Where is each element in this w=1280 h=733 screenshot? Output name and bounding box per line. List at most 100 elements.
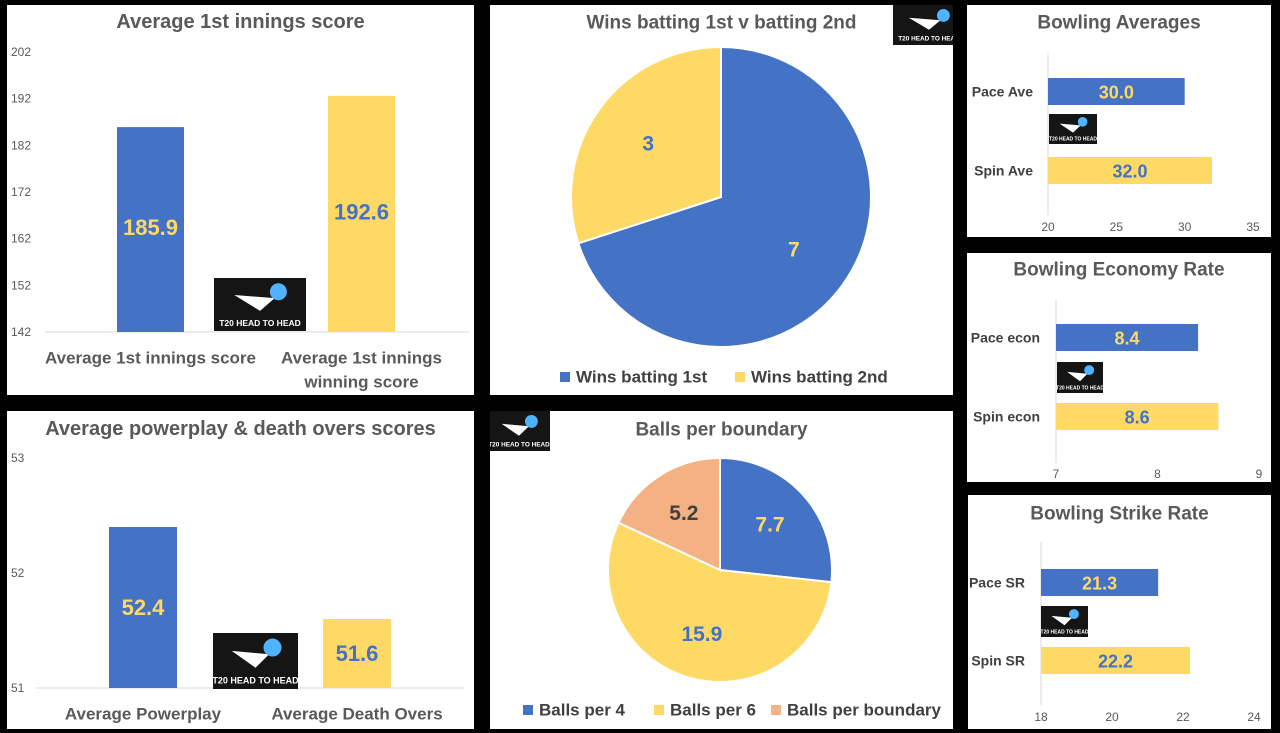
x-tick-label: 22 [1176,710,1190,724]
bar-1 [1041,569,1159,596]
chart-balls-per-boundary: Balls per boundary 7.7 15.9 5.2 Balls per 4 B… [523,420,942,720]
y-tick-label: 51 [11,681,25,695]
x-tick-label: 7 [1053,467,1060,481]
pie-value-label: 3 [642,133,654,156]
streak-shape [1051,615,1073,626]
streak-shape [1067,371,1088,382]
y-category-label: Pace Ave [972,84,1033,100]
logo-badge: T20 HEAD TO HEAD [1049,114,1097,144]
logo-badge: T20 HEAD TO HEAD [1041,606,1088,637]
y-tick-label: 192 [11,92,31,106]
legend-label: Wins batting 1st [576,368,707,387]
y-category-label: Spin Ave [974,163,1033,179]
chart-bowling-strike-rate: Bowling Strike Rate 18 20 22 24 21.3 Pace SR 22… [969,504,1261,725]
legend-swatch [523,705,533,715]
legend-label: Balls per 6 [670,701,756,720]
bar-value-label: 51.6 [336,641,379,666]
logo-badge: T20 HEAD TO HEAD [893,5,953,45]
chart-title: Bowling Averages [1037,13,1200,34]
panel-wins-batting: Wins batting 1st v batting 2nd 7 3 Wins bat… [490,5,953,395]
y-category-label: Pace SR [969,575,1025,591]
logo-badge: T20 HEAD TO HEAD [213,633,298,689]
y-tick-label: 142 [11,325,31,339]
x-category-label: Average 1st innings [281,349,442,368]
panel-bowling-strike-rate: Bowling Strike Rate 18 20 22 24 21.3 Pace SR 22… [968,495,1271,729]
bar-1 [1048,78,1185,105]
ball-shape [1068,609,1079,620]
ball-shape [936,8,950,22]
x-tick-label: 30 [1178,220,1192,234]
pie-slice-1 [577,45,872,348]
ball-shape [269,283,287,301]
x-tick-label: 35 [1246,220,1260,234]
bar-value-label: 22.2 [1098,652,1133,672]
pie-slice-2 [607,521,833,684]
y-tick-label: 162 [11,232,31,246]
legend-label: Balls per 4 [539,701,626,720]
bar-value-label: 21.3 [1082,574,1117,594]
y-tick-label: 152 [11,278,31,292]
y-tick-label: 52 [11,566,25,580]
ball-shape [263,638,282,657]
chart-avg-1st-innings: Average 1st innings score 142 152 162 172 182… [11,11,469,392]
legend-swatch [771,705,781,715]
chart-title: Balls per boundary [635,420,808,441]
bar-value-label: 32.0 [1112,162,1147,182]
bar-2 [328,95,395,332]
bar-1 [1056,324,1199,351]
x-tick-label: 20 [1041,220,1055,234]
logo-badge: T20 HEAD TO HEAD [490,411,550,451]
ball-streak-icon: T20 HEAD TO HEAD [1041,609,1088,635]
bar-value-label: 192.6 [334,199,389,224]
legend-swatch [654,705,664,715]
bar-1 [117,127,184,332]
pie-value-label: 7 [788,238,800,261]
ball-streak-icon: T20 HEAD TO HEAD [898,8,953,43]
streak-shape [1059,123,1081,133]
panel-bowling-economy: Bowling Economy Rate 7 8 9 8.4 Pace econ 8.6 Sp… [967,253,1271,482]
x-category-label: Average Powerplay [65,705,222,724]
ball-shape [524,414,538,428]
chart-powerplay-death: Average powerplay & death overs scores 51… [11,418,464,724]
ball-streak-icon: T20 HEAD TO HEAD [213,638,298,686]
streak-shape [908,17,941,30]
logo-text: T20 HEAD TO HEAD [1041,629,1088,635]
chart-title: Wins batting 1st v batting 2nd [586,13,856,34]
y-tick-label: 182 [11,138,31,152]
x-category-label: Average 1st innings score [45,349,256,368]
ball-shape [1084,365,1095,376]
ball-streak-icon: T20 HEAD TO HEAD [219,283,301,328]
legend-label: Balls per boundary [787,701,942,720]
panel-balls-per-boundary: Balls per boundary 7.7 15.9 5.2 Balls per 4 B… [490,411,953,729]
panel-bowling-averages: Bowling Averages 20 25 30 35 30.0 Pace Ave 32.0… [967,5,1271,237]
pie-slice-3 [617,456,721,572]
bar-value-label: 30.0 [1099,83,1134,103]
y-category-label: Spin econ [973,409,1040,425]
y-category-label: Pace econ [971,330,1040,346]
logo-text: T20 HEAD TO HEAD [1049,137,1097,143]
chart-bowling-economy: Bowling Economy Rate 7 8 9 8.4 Pace econ 8.6 Sp… [971,260,1263,482]
bar-value-label: 8.6 [1125,408,1150,428]
ball-streak-icon: T20 HEAD TO HEAD [490,414,550,449]
bar-value-label: 52.4 [122,595,166,620]
chart-title: Average powerplay & death overs scores [45,418,436,440]
ball-streak-icon: T20 HEAD TO HEAD [1057,365,1103,391]
chart-bowling-averages: Bowling Averages 20 25 30 35 30.0 Pace Ave 32.0… [972,13,1260,235]
streak-shape [231,650,270,668]
pie-value-label: 7.7 [755,514,784,537]
bar-2 [323,619,391,688]
logo-badge: T20 HEAD TO HEAD [1057,362,1103,393]
logo-badge: T20 HEAD TO HEAD [214,278,306,331]
x-tick-label: 8 [1154,467,1161,481]
streak-shape [234,294,275,311]
y-tick-label: 53 [11,451,25,465]
logo-text: T20 HEAD TO HEAD [213,676,298,686]
chart-title: Average 1st innings score [116,11,364,33]
x-tick-label: 24 [1247,710,1261,724]
logo-text: T20 HEAD TO HEAD [898,36,953,43]
pie-slice-1 [719,456,833,584]
x-tick-label: 25 [1110,220,1124,234]
y-category-label: Spin SR [971,653,1025,669]
bar-value-label: 185.9 [123,215,178,240]
chart-wins-batting: Wins batting 1st v batting 2nd 7 3 Wins bat… [560,13,888,387]
